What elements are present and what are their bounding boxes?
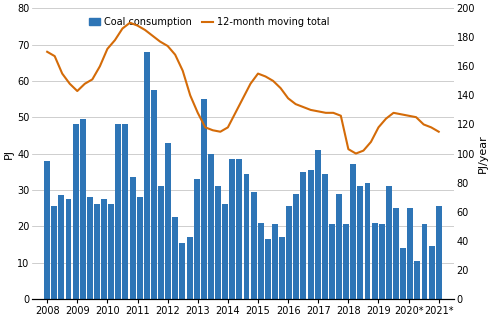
Bar — [286, 206, 292, 299]
Bar — [151, 90, 157, 299]
Bar — [379, 224, 385, 299]
Bar — [265, 239, 271, 299]
Bar — [414, 261, 420, 299]
Bar — [244, 173, 249, 299]
Bar — [87, 197, 93, 299]
Bar — [350, 164, 356, 299]
Bar — [59, 195, 64, 299]
Bar — [229, 159, 235, 299]
Bar — [357, 186, 364, 299]
Bar — [258, 223, 264, 299]
Bar — [116, 124, 122, 299]
Bar — [250, 192, 257, 299]
Bar — [386, 186, 392, 299]
Bar — [343, 224, 349, 299]
Bar — [201, 99, 207, 299]
Bar — [436, 206, 442, 299]
Legend: Coal consumption, 12-month moving total: Coal consumption, 12-month moving total — [85, 13, 334, 31]
Bar — [322, 173, 328, 299]
Bar — [73, 124, 79, 299]
Bar — [165, 143, 171, 299]
Bar — [80, 119, 86, 299]
Bar — [237, 159, 243, 299]
Bar — [279, 237, 285, 299]
Bar — [123, 124, 128, 299]
Bar — [400, 248, 406, 299]
Y-axis label: PJ/year: PJ/year — [478, 134, 488, 173]
Bar — [336, 194, 342, 299]
Bar — [329, 224, 335, 299]
Bar — [158, 186, 164, 299]
Bar — [215, 186, 221, 299]
Bar — [222, 204, 228, 299]
Bar — [144, 52, 150, 299]
Bar — [308, 170, 313, 299]
Bar — [293, 194, 299, 299]
Bar — [65, 199, 71, 299]
Bar — [94, 204, 100, 299]
Bar — [101, 199, 107, 299]
Bar — [180, 243, 185, 299]
Bar — [371, 223, 378, 299]
Bar — [429, 246, 434, 299]
Bar — [137, 197, 143, 299]
Bar — [393, 208, 399, 299]
Bar — [315, 150, 321, 299]
Bar — [51, 206, 57, 299]
Bar — [272, 224, 278, 299]
Bar — [129, 177, 136, 299]
Y-axis label: PJ: PJ — [4, 148, 14, 158]
Bar — [407, 208, 413, 299]
Bar — [208, 154, 214, 299]
Bar — [301, 172, 307, 299]
Bar — [422, 224, 428, 299]
Bar — [194, 179, 200, 299]
Bar — [44, 161, 50, 299]
Bar — [365, 183, 370, 299]
Bar — [172, 217, 178, 299]
Bar — [186, 237, 192, 299]
Bar — [108, 204, 114, 299]
